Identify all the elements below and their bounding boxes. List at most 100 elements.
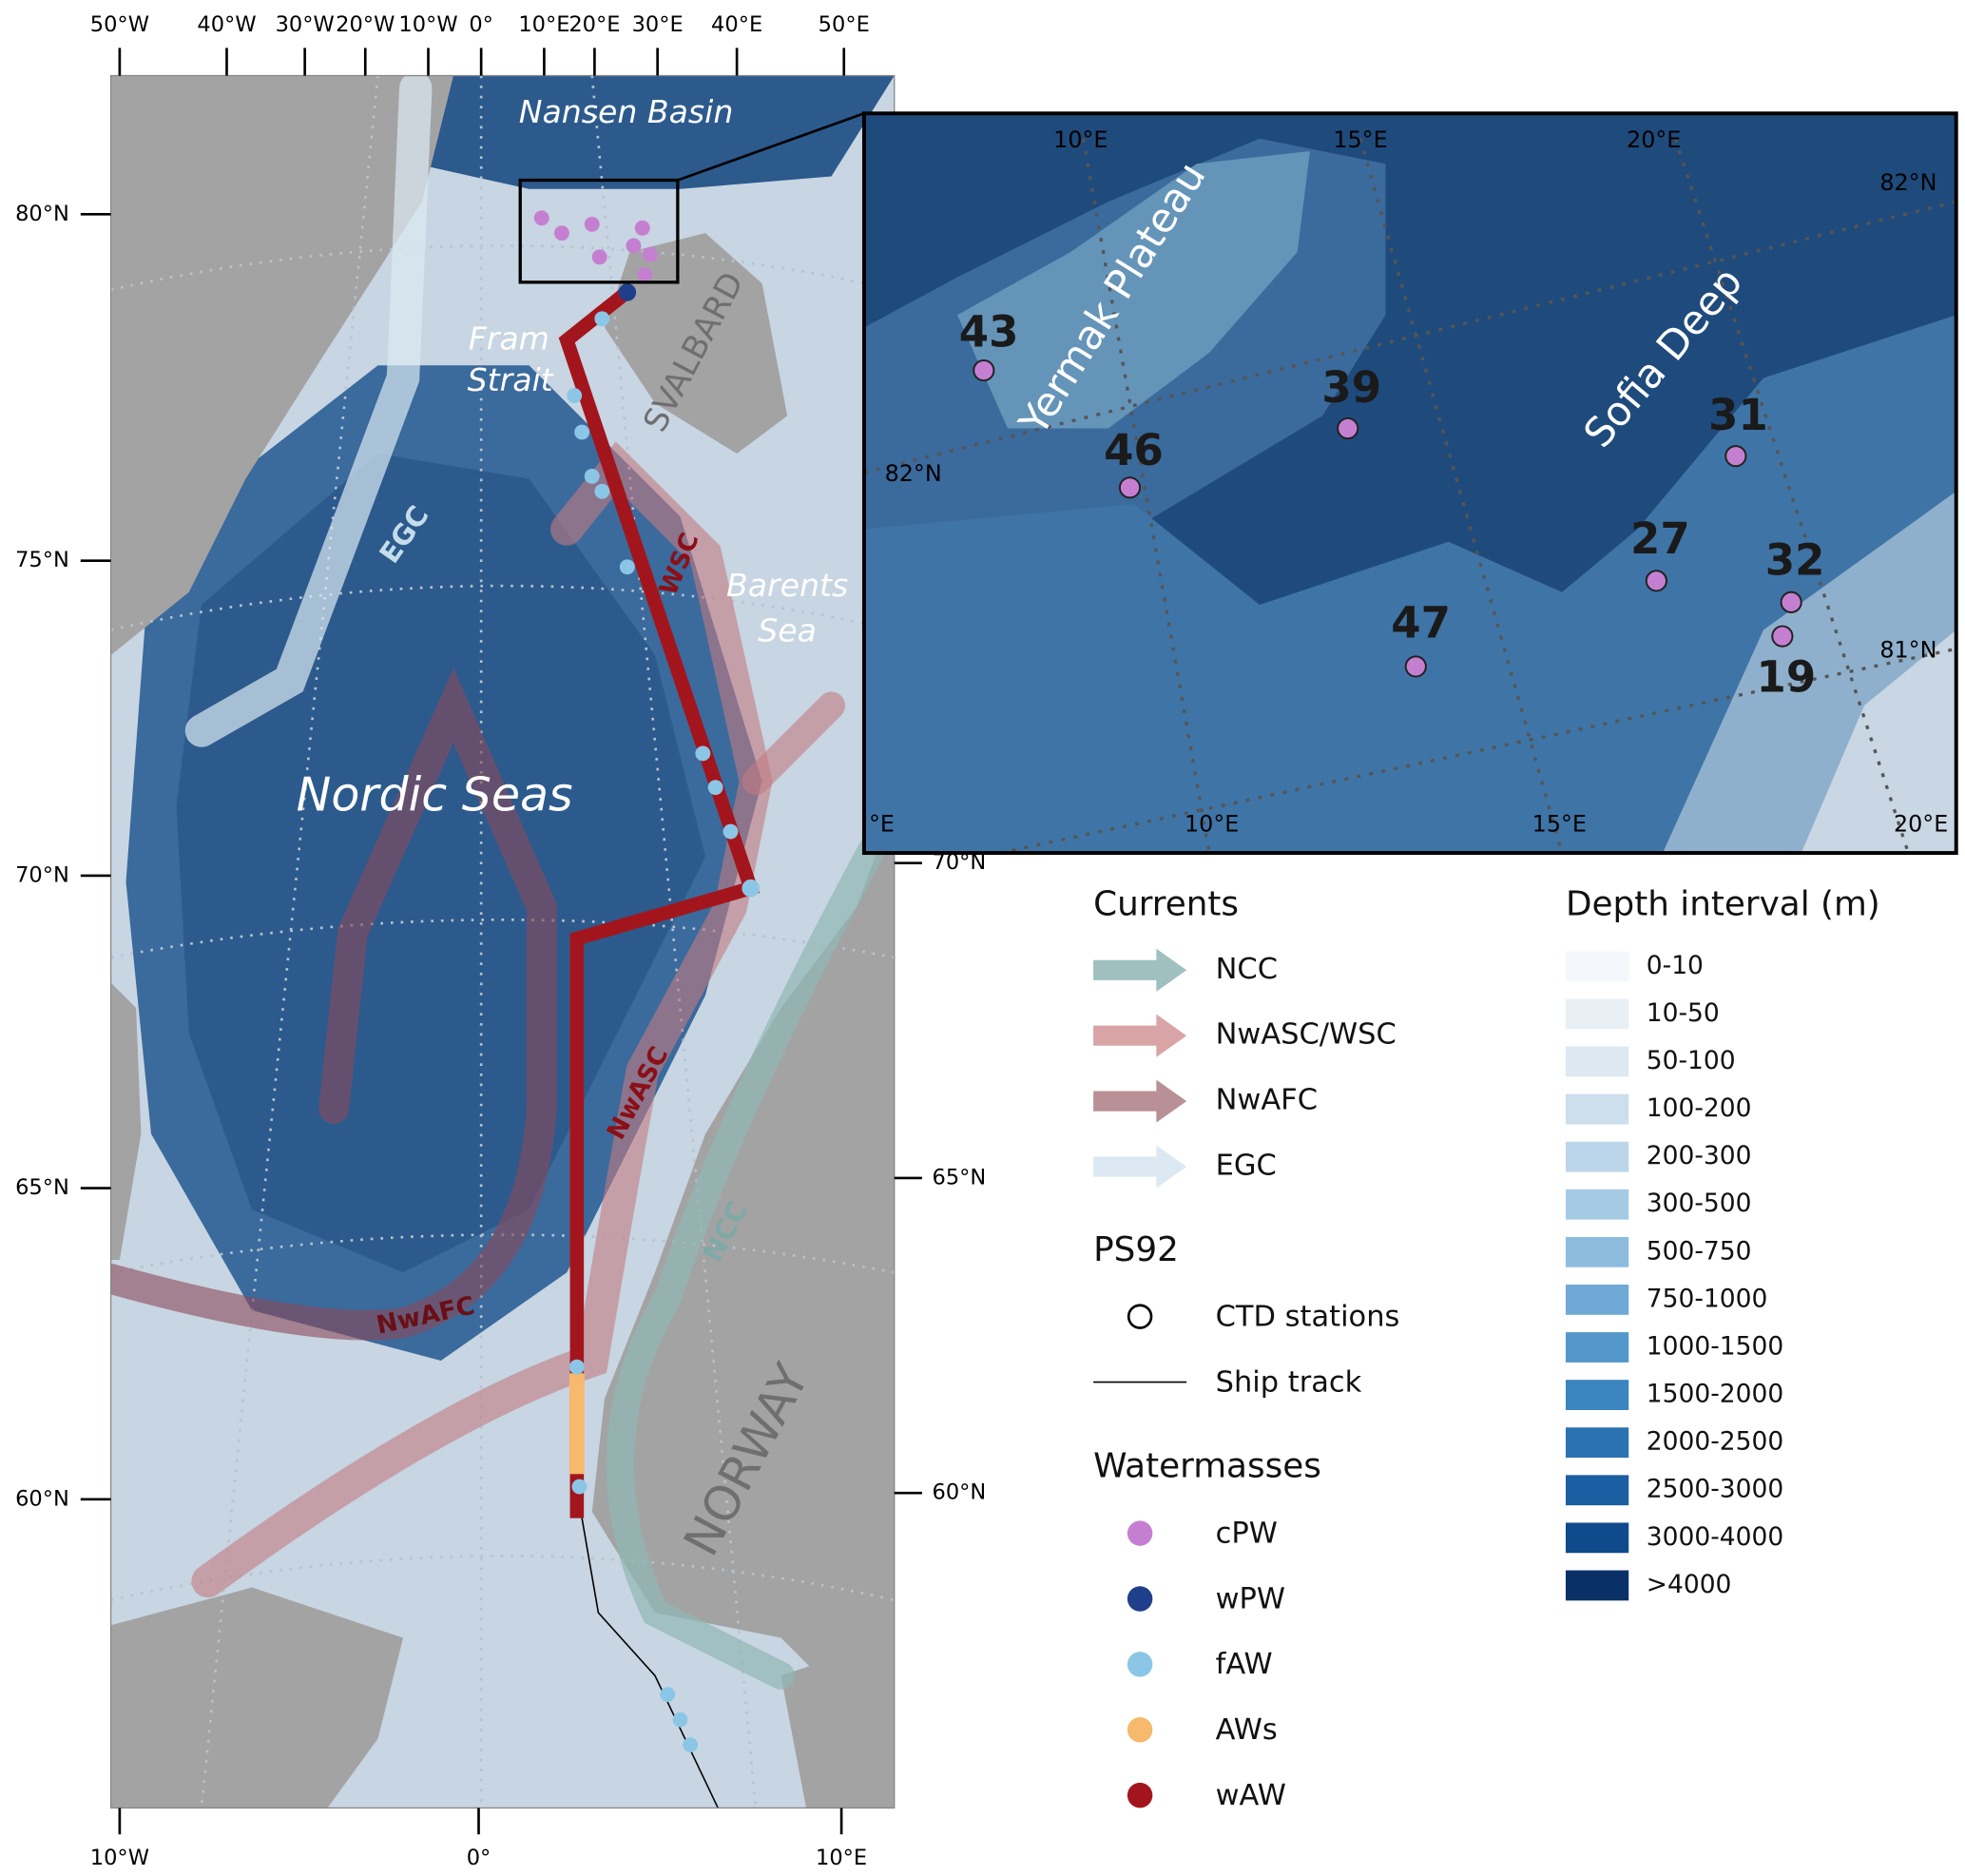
- station-dot: [571, 1479, 588, 1495]
- station-label: 19: [1757, 652, 1817, 703]
- ctd-station: [1404, 655, 1427, 678]
- legend-label: 0-10: [1647, 951, 1704, 980]
- current-swatch: [1093, 1145, 1187, 1189]
- legend-label: 1000-1500: [1647, 1331, 1783, 1361]
- currents: [110, 75, 895, 1690]
- depth-swatch: [1565, 998, 1629, 1030]
- left-axis-label: 65°N: [15, 1175, 69, 1200]
- legend-label: 3000-4000: [1647, 1522, 1783, 1552]
- legend-label: AWs: [1216, 1713, 1278, 1747]
- station-dot: [695, 745, 711, 762]
- inset-lat-label: 82°N: [885, 460, 942, 487]
- depth-swatch: [1565, 1570, 1629, 1601]
- legend-title: Currents: [1093, 885, 1239, 924]
- legend-label: fAW: [1216, 1648, 1273, 1681]
- nwafc-arrow: [110, 667, 557, 1341]
- bottom-axis-label: 10°E: [816, 1846, 867, 1870]
- top-axis-label: 0°: [469, 12, 493, 37]
- depth-swatch: [1565, 1380, 1629, 1410]
- left-axis-label: 80°N: [15, 202, 69, 226]
- station-dot: [574, 424, 590, 440]
- wPW-station: [618, 283, 637, 301]
- right-axis-label: 60°N: [933, 1480, 987, 1505]
- ship-track-AWs: [568, 1373, 585, 1475]
- watermass-swatch: [1127, 1782, 1153, 1808]
- station-label: 46: [1104, 425, 1164, 475]
- top-axis-label: 20°W: [336, 12, 395, 37]
- top-axis-label: 10°E: [518, 12, 569, 37]
- legend-label: 500-750: [1647, 1236, 1752, 1266]
- legend-label: NwASC/WSC: [1216, 1018, 1397, 1052]
- station-dot: [594, 311, 610, 327]
- bottom-axis-label: 10°W: [90, 1846, 149, 1870]
- top-axis-label: 20°E: [568, 12, 620, 37]
- legend-label: 50-100: [1647, 1046, 1736, 1075]
- graticule-line: [1358, 138, 1564, 854]
- top-axis-label: 30°W: [276, 12, 335, 37]
- legend-label: cPW: [1216, 1517, 1278, 1550]
- station-label: 47: [1391, 598, 1451, 648]
- inset-lat-label: 82°N: [1879, 169, 1936, 196]
- legend-label: 2000-2500: [1647, 1427, 1783, 1457]
- graticule-line: [110, 1555, 895, 1602]
- inset-connector: [677, 112, 865, 182]
- station-label: 39: [1321, 362, 1381, 413]
- station-dot: [619, 559, 635, 575]
- ctd-station: [1337, 416, 1359, 440]
- inset-box: [518, 178, 680, 284]
- graticule-line: [110, 919, 895, 959]
- legend-title: PS92: [1093, 1230, 1179, 1269]
- left-axis-label: 70°N: [15, 862, 69, 887]
- depth-swatch: [1565, 1475, 1629, 1506]
- station-dot: [707, 780, 723, 796]
- legend-label: EGC: [1216, 1149, 1277, 1182]
- legend-title: Watermasses: [1093, 1447, 1321, 1486]
- inset-lon-label: 15°E: [1532, 810, 1587, 837]
- inset-graticule: [863, 138, 1956, 854]
- land: [110, 982, 142, 1261]
- legend-label: Ship track: [1216, 1365, 1362, 1399]
- station-label: 43: [959, 306, 1019, 357]
- legend-label: NwAFC: [1216, 1084, 1318, 1117]
- station-dot: [568, 1359, 585, 1375]
- inset-lon-label: 10°E: [1053, 126, 1108, 153]
- station-label: 27: [1630, 513, 1690, 564]
- depth-swatch: [1565, 951, 1629, 982]
- main-map: [110, 75, 895, 1808]
- map-label: Strait: [468, 361, 554, 398]
- map-label: Fram: [469, 319, 549, 357]
- graticule-line: [110, 244, 895, 292]
- depth-swatch: [1565, 1332, 1629, 1363]
- current-swatch: [1093, 1014, 1187, 1057]
- egc-arrow: [184, 75, 433, 747]
- ctd-station: [1771, 625, 1794, 648]
- greenland: [110, 75, 453, 656]
- station-dot: [584, 468, 600, 484]
- station-dot: [594, 483, 610, 499]
- station-label: 32: [1765, 534, 1825, 585]
- legend-label: 100-200: [1647, 1093, 1752, 1123]
- inset-shelf-light: [1801, 629, 1956, 854]
- scotland-land: [110, 1587, 403, 1808]
- watermass-swatch: [1127, 1717, 1153, 1743]
- legend-label: CTD stations: [1216, 1300, 1400, 1333]
- station-dot: [554, 225, 569, 242]
- yermak-plateau-area: [957, 151, 1310, 429]
- legend-label: NCC: [1216, 953, 1278, 986]
- top-axis-label: 30°E: [632, 12, 684, 37]
- inset-shelf: [863, 315, 1956, 854]
- legend-label: 10-50: [1647, 998, 1720, 1028]
- top-axis-label: 10°W: [398, 12, 457, 37]
- map-label: Sea: [758, 612, 817, 649]
- ctd-symbol: [1127, 1304, 1153, 1329]
- watermass-swatch: [1127, 1520, 1153, 1546]
- nansen-basin-area: [353, 75, 895, 189]
- station-dot: [637, 266, 653, 282]
- ctd-station: [973, 358, 995, 382]
- map-label: Nansen Basin: [519, 93, 734, 130]
- map-label: Barents: [726, 567, 848, 604]
- station-dot: [660, 1687, 676, 1703]
- station-dot: [722, 823, 739, 840]
- depth-swatch: [1565, 1522, 1629, 1554]
- land: [780, 1637, 895, 1808]
